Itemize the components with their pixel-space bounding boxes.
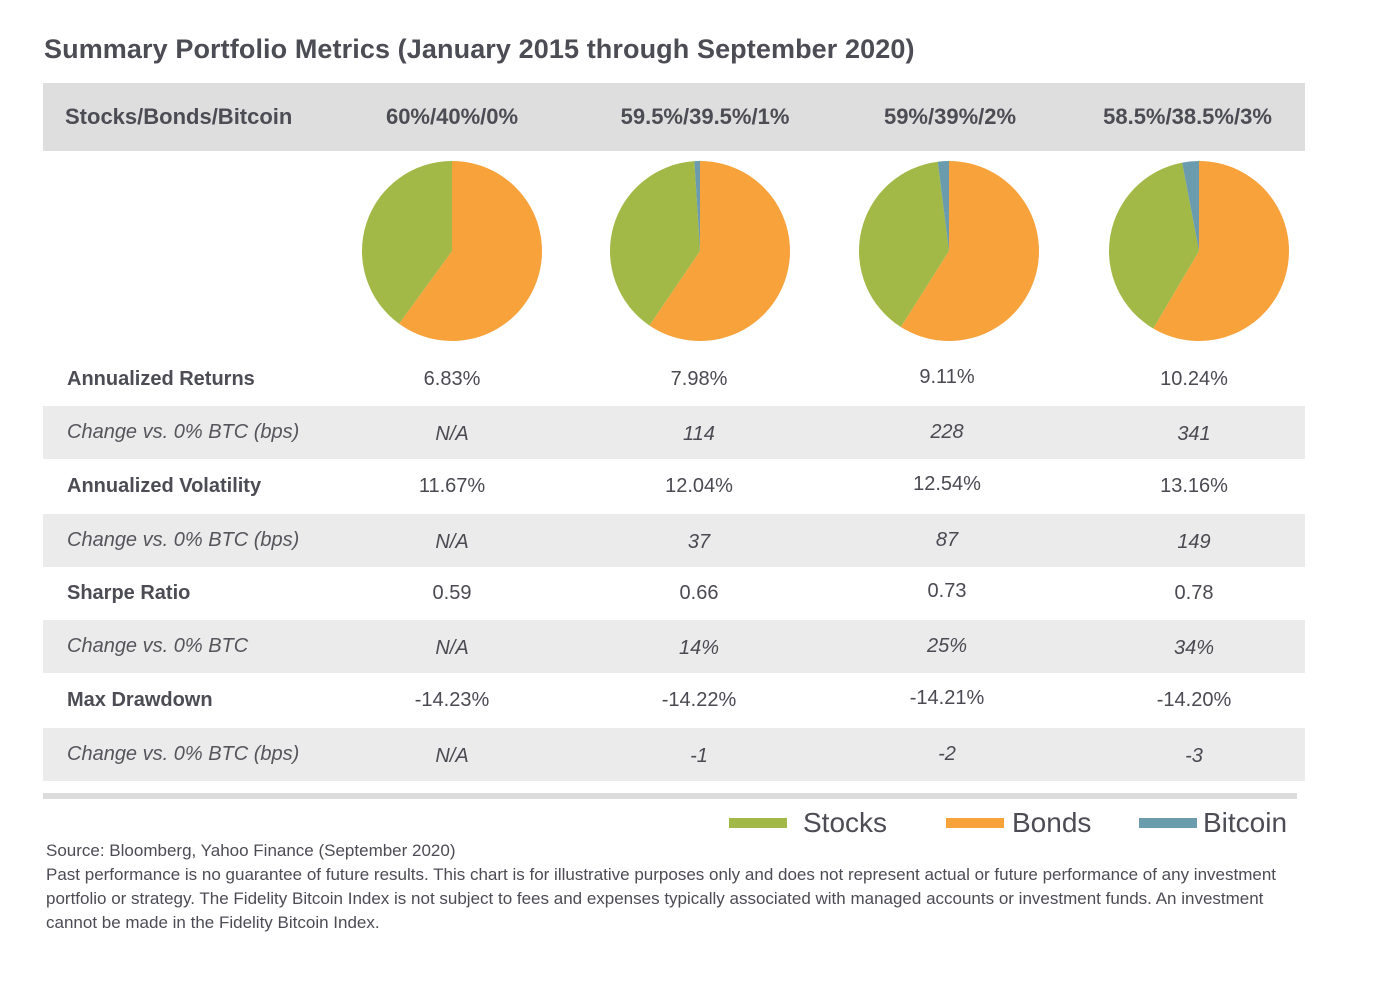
table-bottom-rule	[43, 793, 1297, 799]
table-cell: 0.59	[432, 582, 472, 604]
table-cell: 149	[1177, 531, 1211, 553]
row-label: Change vs. 0% BTC	[67, 635, 249, 657]
table-header	[43, 83, 1305, 151]
legend-swatch-bitcoin	[1139, 818, 1197, 828]
table-cell: -2	[938, 743, 956, 765]
table-cell: 12.04%	[665, 475, 733, 497]
table-cell: 10.24%	[1160, 368, 1228, 390]
table-cell: N/A	[435, 531, 469, 553]
table-row: Annualized Volatility 11.67% 12.04% 12.54% 1…	[43, 460, 1305, 513]
table-cell: 37	[687, 531, 711, 553]
pie-slice-stocks	[362, 161, 452, 324]
pie-slice-stocks	[859, 161, 949, 327]
header-column-1: 60%/40%/0%	[385, 104, 519, 129]
table-cell: 34%	[1173, 637, 1215, 659]
pie-slice-stocks	[1108, 162, 1199, 329]
table-cell: -14.21%	[909, 687, 985, 709]
table-row: Change vs. 0% BTC N/A 14% 25% 34%	[43, 620, 1305, 673]
table-cell: N/A	[435, 745, 469, 767]
table-row: Sharpe Ratio 0.59 0.66 0.73 0.78	[43, 567, 1305, 620]
table-cell: 25%	[926, 635, 968, 657]
legend-swatch-bonds	[946, 818, 1004, 828]
table-cell: 0.78	[1174, 582, 1214, 604]
table-cell: 12.54%	[913, 473, 981, 495]
disclaimer-text: Past performance is no guarantee of futu…	[46, 865, 1276, 932]
table-row: Change vs. 0% BTC (bps) N/A 114 228 341	[43, 406, 1305, 459]
page-title: Summary Portfolio Metrics (January 2015 …	[44, 34, 915, 64]
table-cell: -14.22%	[661, 689, 737, 711]
row-label: Sharpe Ratio	[67, 582, 191, 604]
legend-label-bitcoin: Bitcoin	[1203, 807, 1288, 838]
row-label: Max Drawdown	[67, 689, 213, 711]
pie-chart-2	[609, 161, 790, 341]
pie-slice-bonds	[900, 161, 1040, 341]
header-column-3: 59%/39%/2%	[883, 104, 1017, 129]
pie-chart-4	[1108, 161, 1289, 341]
pie-slice-bonds	[1153, 161, 1289, 341]
table-cell: 14%	[678, 637, 720, 659]
row-label: Change vs. 0% BTC (bps)	[67, 529, 300, 551]
table-cell: 87	[935, 529, 959, 551]
table-row: Change vs. 0% BTC (bps) N/A 37 87 149	[43, 514, 1305, 567]
pie-slice-bonds	[649, 161, 790, 341]
table-cell: 0.73	[927, 580, 967, 602]
header-row-label: Stocks/Bonds/Bitcoin	[65, 104, 293, 129]
table-cell: -14.20%	[1156, 689, 1232, 711]
pie-slice-bonds	[399, 161, 543, 341]
pie-slice-bitcoin	[1182, 161, 1199, 251]
table-cell: -1	[690, 745, 708, 767]
row-label: Annualized Volatility	[67, 475, 262, 497]
table-cell: 0.66	[679, 582, 719, 604]
legend-label-stocks: Stocks	[803, 807, 888, 838]
table-row: Max Drawdown -14.23% -14.22% -14.21% -14.20%	[43, 674, 1305, 727]
table-cell: 7.98%	[670, 368, 728, 390]
row-label: Change vs. 0% BTC (bps)	[67, 421, 300, 443]
pie-chart-1	[362, 161, 543, 341]
table-cell: N/A	[435, 423, 469, 445]
table-cell: 114	[683, 423, 715, 445]
legend-label-bonds: Bonds	[1012, 807, 1092, 838]
table-row: Change vs. 0% BTC (bps) N/A -1 -2 -3	[43, 728, 1305, 781]
pie-chart-3	[859, 161, 1040, 341]
source-note: Source: Bloomberg, Yahoo Finance (Septem…	[46, 841, 456, 860]
table-cell: -14.23%	[414, 689, 490, 711]
table-cell: 9.11%	[919, 366, 975, 388]
row-label: Annualized Returns	[67, 368, 255, 390]
table-cell: 228	[930, 421, 964, 443]
pie-slice-bitcoin	[937, 161, 949, 251]
table-cell: 11.67%	[418, 475, 486, 497]
row-label: Change vs. 0% BTC (bps)	[67, 743, 300, 765]
pie-slice-bitcoin	[694, 161, 700, 251]
table-cell: 6.83%	[423, 368, 481, 390]
table-row: Annualized Returns 6.83% 7.98% 9.11% 10.24%	[43, 353, 1305, 406]
table-cell: N/A	[435, 637, 469, 659]
table-cell: 13.16%	[1160, 475, 1228, 497]
table-cell: -3	[1185, 745, 1203, 767]
table-cell: 341	[1177, 423, 1211, 445]
header-column-4: 58.5%/38.5%/3%	[1103, 104, 1272, 129]
legend-swatch-stocks	[729, 818, 787, 828]
header-column-2: 59.5%/39.5%/1%	[620, 104, 790, 129]
pie-slice-stocks	[609, 161, 700, 326]
